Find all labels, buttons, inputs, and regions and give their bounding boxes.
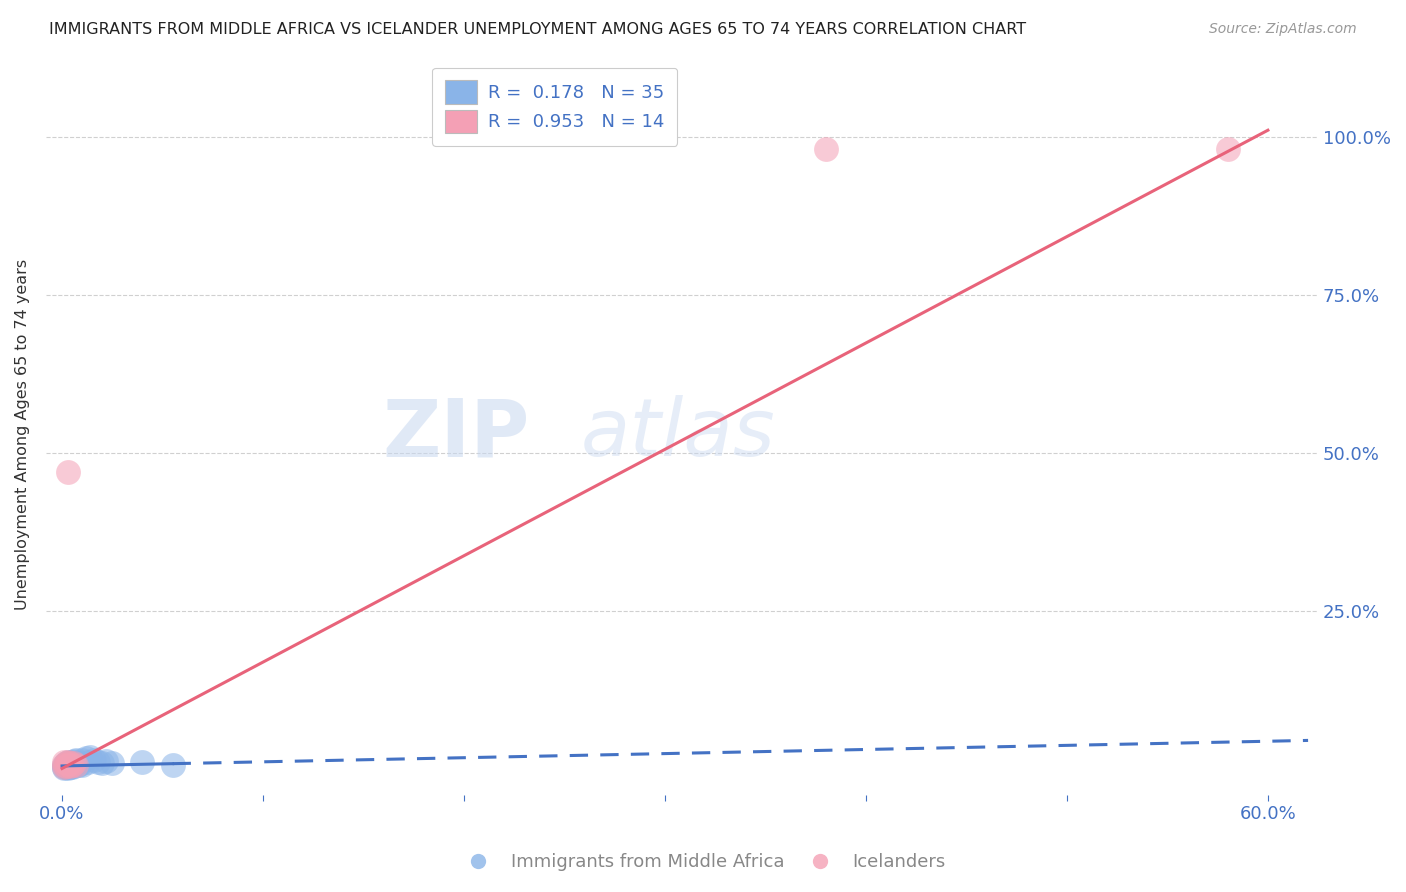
Text: IMMIGRANTS FROM MIDDLE AFRICA VS ICELANDER UNEMPLOYMENT AMONG AGES 65 TO 74 YEAR: IMMIGRANTS FROM MIDDLE AFRICA VS ICELAND… <box>49 22 1026 37</box>
Point <box>53 755 76 769</box>
Point <box>67 758 90 772</box>
Legend: Immigrants from Middle Africa, Icelanders: Immigrants from Middle Africa, Icelander… <box>453 847 953 879</box>
Point <box>1216 142 1239 156</box>
Point <box>70 757 93 772</box>
Point <box>65 757 87 772</box>
Point <box>53 759 76 773</box>
Point <box>70 753 93 767</box>
Point <box>56 757 79 772</box>
Point <box>55 759 77 773</box>
Point <box>65 756 87 771</box>
Point <box>59 760 82 774</box>
Point <box>63 759 86 773</box>
Point <box>56 465 79 479</box>
Point <box>63 754 86 768</box>
Point <box>55 760 77 774</box>
Text: ZIP: ZIP <box>382 395 530 473</box>
Point <box>53 761 76 775</box>
Point <box>83 753 105 767</box>
Point <box>69 757 91 772</box>
Point <box>59 758 82 772</box>
Point <box>53 757 76 772</box>
Point <box>162 757 184 772</box>
Point <box>96 754 118 768</box>
Text: Source: ZipAtlas.com: Source: ZipAtlas.com <box>1209 22 1357 37</box>
Point <box>60 759 83 773</box>
Point <box>65 753 87 767</box>
Point <box>79 750 101 764</box>
Y-axis label: Unemployment Among Ages 65 to 74 years: Unemployment Among Ages 65 to 74 years <box>15 259 30 610</box>
Point <box>101 756 124 771</box>
Point <box>91 756 114 771</box>
Point <box>56 757 79 772</box>
Point <box>63 756 86 771</box>
Point <box>55 756 77 771</box>
Point <box>59 756 82 771</box>
Point <box>60 757 83 772</box>
Point <box>75 751 97 765</box>
Legend: R =  0.178   N = 35, R =  0.953   N = 14: R = 0.178 N = 35, R = 0.953 N = 14 <box>433 68 678 145</box>
Point <box>59 759 82 773</box>
Point <box>87 755 110 769</box>
Point <box>814 142 837 156</box>
Point <box>60 755 83 769</box>
Point <box>56 755 79 769</box>
Point <box>53 759 76 773</box>
Point <box>53 757 76 772</box>
Point <box>59 757 82 772</box>
Point <box>56 759 79 773</box>
Text: atlas: atlas <box>581 395 775 473</box>
Point <box>56 761 79 775</box>
Point <box>131 755 153 769</box>
Point <box>55 756 77 771</box>
Point <box>77 755 100 769</box>
Point <box>56 755 79 769</box>
Point <box>55 759 77 773</box>
Point <box>60 757 83 772</box>
Point <box>59 756 82 771</box>
